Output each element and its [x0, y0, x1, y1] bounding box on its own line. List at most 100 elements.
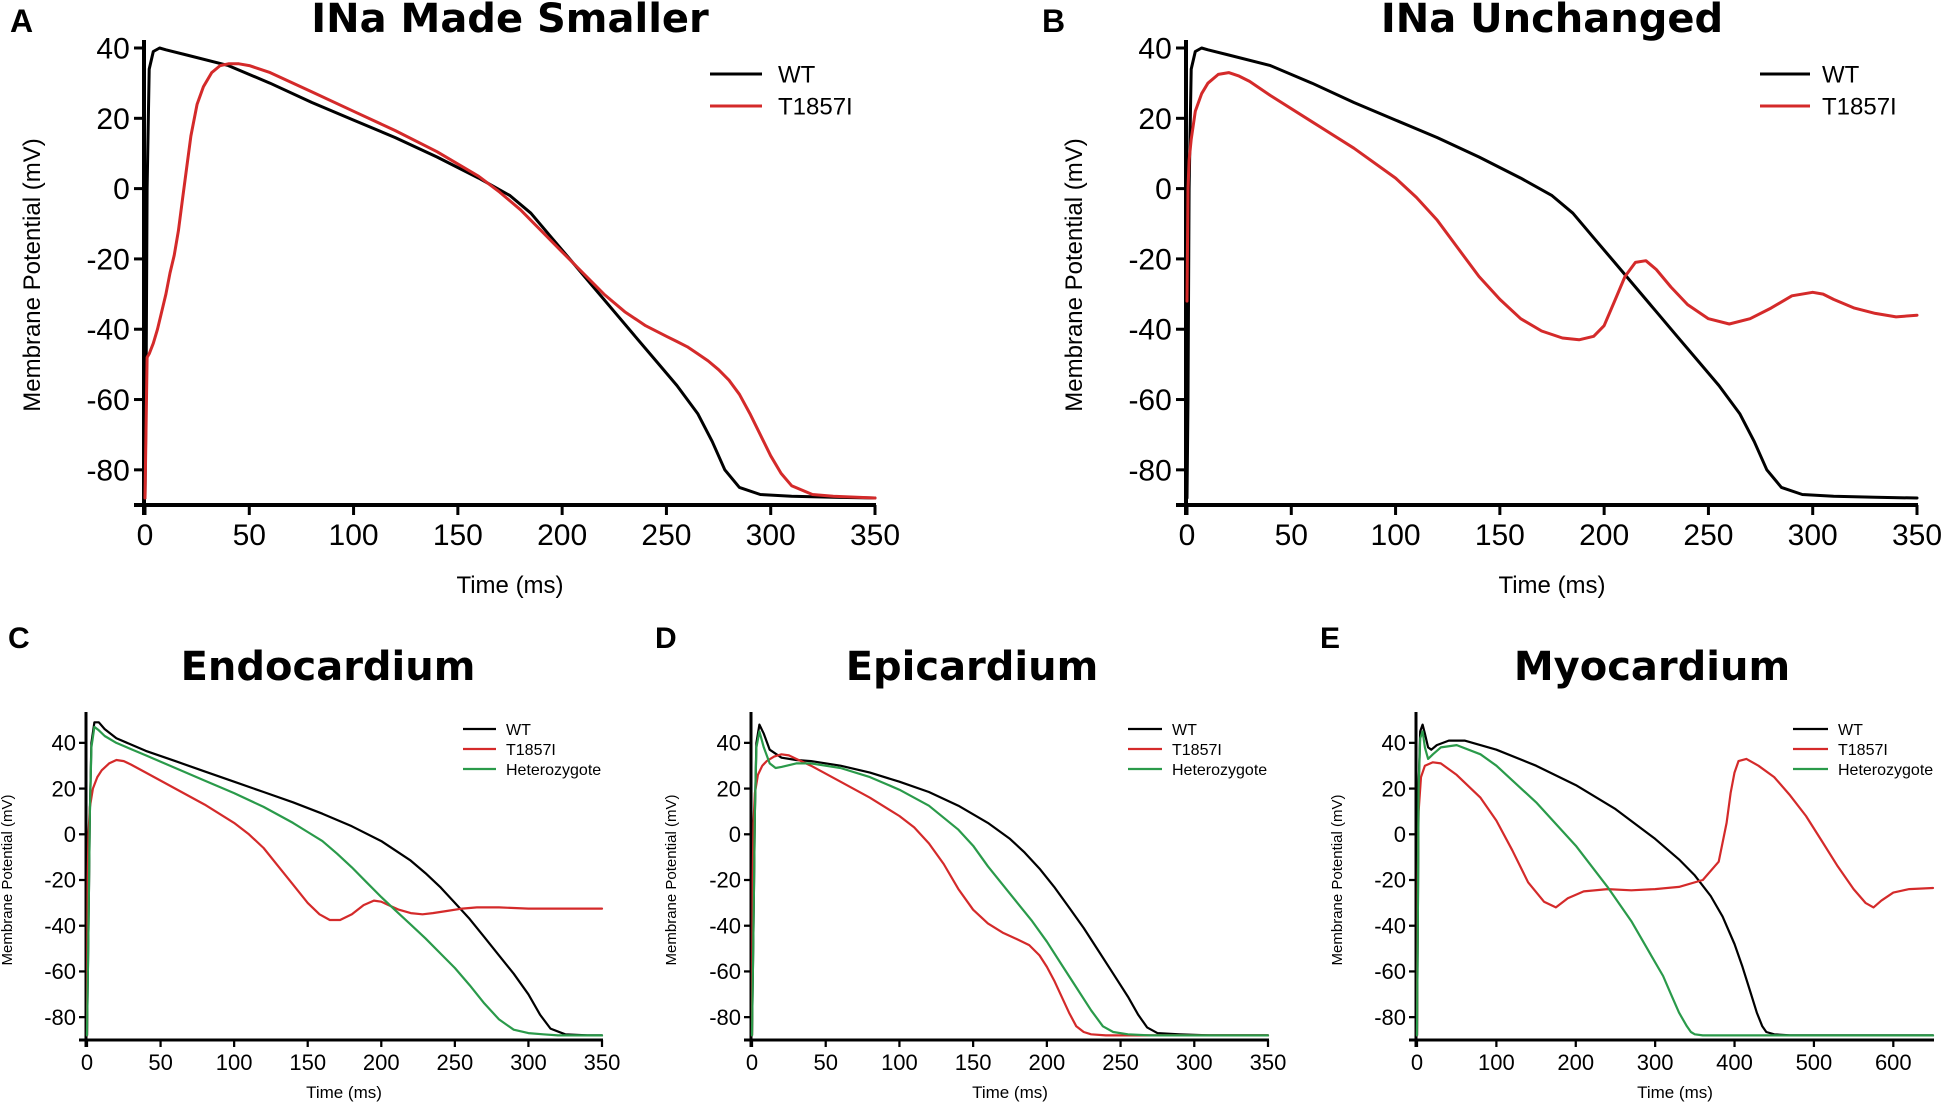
chart-title: INa Made Smaller [311, 0, 709, 42]
x-tick-label: 600 [1875, 1050, 1912, 1075]
legend: WT T1857I [1760, 62, 1897, 121]
x-tick-label: 300 [510, 1050, 547, 1075]
y-tick-label: 40 [96, 33, 129, 66]
x-tick-label: 300 [1637, 1050, 1674, 1075]
y-tick-label: -20 [44, 868, 76, 893]
y-tick-label: -20 [709, 868, 741, 893]
y-tick-label: 40 [1382, 731, 1406, 756]
legend-label: WT [1838, 722, 1863, 739]
chart-panel-b: B INa Unchanged -80 -60 -40 -20 0 20 40 0 50 100 150… [1042, 0, 1942, 599]
y-axis-label: Membrane Potential (mV) [1061, 138, 1088, 411]
series-line-t1857i [143, 62, 877, 500]
y-tick-label: -60 [86, 384, 129, 417]
chart-title: Myocardium [1514, 644, 1790, 690]
y-tick-label: -20 [86, 243, 129, 276]
series-line-wt [1185, 46, 1919, 500]
panel-label: D [655, 622, 677, 655]
y-tick-label: -60 [709, 959, 741, 984]
series-line-wt [143, 46, 877, 500]
series-line-heterozygote [1415, 730, 1935, 1037]
x-tick-label: 200 [1028, 1050, 1065, 1075]
x-tick-label: 150 [289, 1050, 326, 1075]
y-tick-label: -80 [1374, 1005, 1406, 1030]
legend-label: WT [506, 722, 531, 739]
x-tick-label: 300 [746, 519, 796, 552]
y-tick-label: 0 [1394, 822, 1406, 847]
x-tick-label: 0 [1179, 519, 1196, 552]
legend-label: T1857I [778, 94, 853, 121]
y-tick-label: 0 [64, 822, 76, 847]
series-line-wt [85, 721, 604, 1037]
y-axis-label: Membrane Potential (mV) [663, 795, 680, 966]
legend-label: WT [778, 62, 816, 89]
legend-label: Heterozygote [1172, 762, 1267, 779]
panel-label: A [10, 3, 33, 39]
x-tick-label: 250 [1102, 1050, 1139, 1075]
legend: WT T1857I Heterozygote [463, 722, 601, 779]
x-tick-label: 150 [433, 519, 483, 552]
y-tick-label: 0 [113, 173, 130, 206]
panel-label: B [1042, 3, 1065, 39]
x-axis-label: Time (ms) [1637, 1083, 1713, 1102]
chart-title: INa Unchanged [1381, 0, 1723, 42]
y-tick-label: -40 [709, 913, 741, 938]
y-tick-label: -20 [1128, 243, 1171, 276]
x-tick-label: 50 [813, 1050, 837, 1075]
chart-panel-c: C Endocardium -80 -60 -40 -20 0 20 40 0 50 100 150 20… [0, 622, 620, 1102]
x-tick-label: 50 [1275, 519, 1308, 552]
y-tick-label: -40 [44, 913, 76, 938]
legend-label: Heterozygote [1838, 762, 1933, 779]
x-tick-label: 100 [329, 519, 379, 552]
y-axis-label: Membrane Potential (mV) [1329, 795, 1346, 966]
x-tick-label: 200 [363, 1050, 400, 1075]
y-tick-label: 40 [717, 731, 741, 756]
chart-title: Endocardium [181, 644, 476, 690]
y-tick-label: -80 [44, 1005, 76, 1030]
y-tick-label: -40 [1128, 314, 1171, 347]
x-tick-label: 300 [1788, 519, 1838, 552]
y-axis-label: Membrane Potential (mV) [0, 795, 16, 966]
y-tick-label: -80 [1128, 454, 1171, 487]
x-tick-label: 100 [216, 1050, 253, 1075]
chart-panel-d: D Epicardium -80 -60 -40 -20 0 20 40 0 50 100 150 200… [655, 622, 1286, 1102]
x-tick-label: 300 [1176, 1050, 1213, 1075]
y-tick-label: -60 [44, 959, 76, 984]
x-tick-label: 200 [537, 519, 587, 552]
legend: WT T1857I [710, 62, 853, 121]
series-line-t1857i [1185, 71, 1919, 342]
legend-label: WT [1822, 62, 1860, 89]
x-tick-label: 350 [850, 519, 900, 552]
y-tick-label: 40 [52, 731, 76, 756]
series-line-heterozygote [85, 725, 604, 1037]
y-tick-label: 20 [1138, 103, 1171, 136]
x-tick-label: 250 [641, 519, 691, 552]
x-tick-label: 400 [1716, 1050, 1753, 1075]
y-tick-label: -40 [1374, 913, 1406, 938]
series-line-wt [750, 723, 1270, 1037]
series-line-t1857i [750, 753, 1270, 1037]
panel-label: C [8, 622, 30, 655]
x-tick-label: 350 [584, 1050, 621, 1075]
x-axis-label: Time (ms) [972, 1083, 1048, 1102]
y-tick-label: -60 [1374, 959, 1406, 984]
legend-label: T1857I [1822, 94, 1897, 121]
legend-label: T1857I [506, 742, 556, 759]
y-tick-label: 0 [729, 822, 741, 847]
legend-label: T1857I [1838, 742, 1888, 759]
y-tick-label: 20 [52, 776, 76, 801]
x-tick-label: 0 [81, 1050, 93, 1075]
x-tick-label: 50 [148, 1050, 172, 1075]
x-axis-label: Time (ms) [456, 572, 563, 599]
x-tick-label: 350 [1250, 1050, 1287, 1075]
x-tick-label: 200 [1557, 1050, 1594, 1075]
panel-label: E [1320, 622, 1340, 655]
x-tick-label: 350 [1892, 519, 1942, 552]
x-tick-label: 250 [1683, 519, 1733, 552]
legend-label: T1857I [1172, 742, 1222, 759]
legend: WT T1857I Heterozygote [1128, 722, 1267, 779]
y-tick-label: 40 [1138, 33, 1171, 66]
y-tick-label: -80 [86, 454, 129, 487]
chart-panel-a: A INa Made Smaller -80 -60 -40 -20 0 20 40 0 50 100… [10, 0, 900, 599]
